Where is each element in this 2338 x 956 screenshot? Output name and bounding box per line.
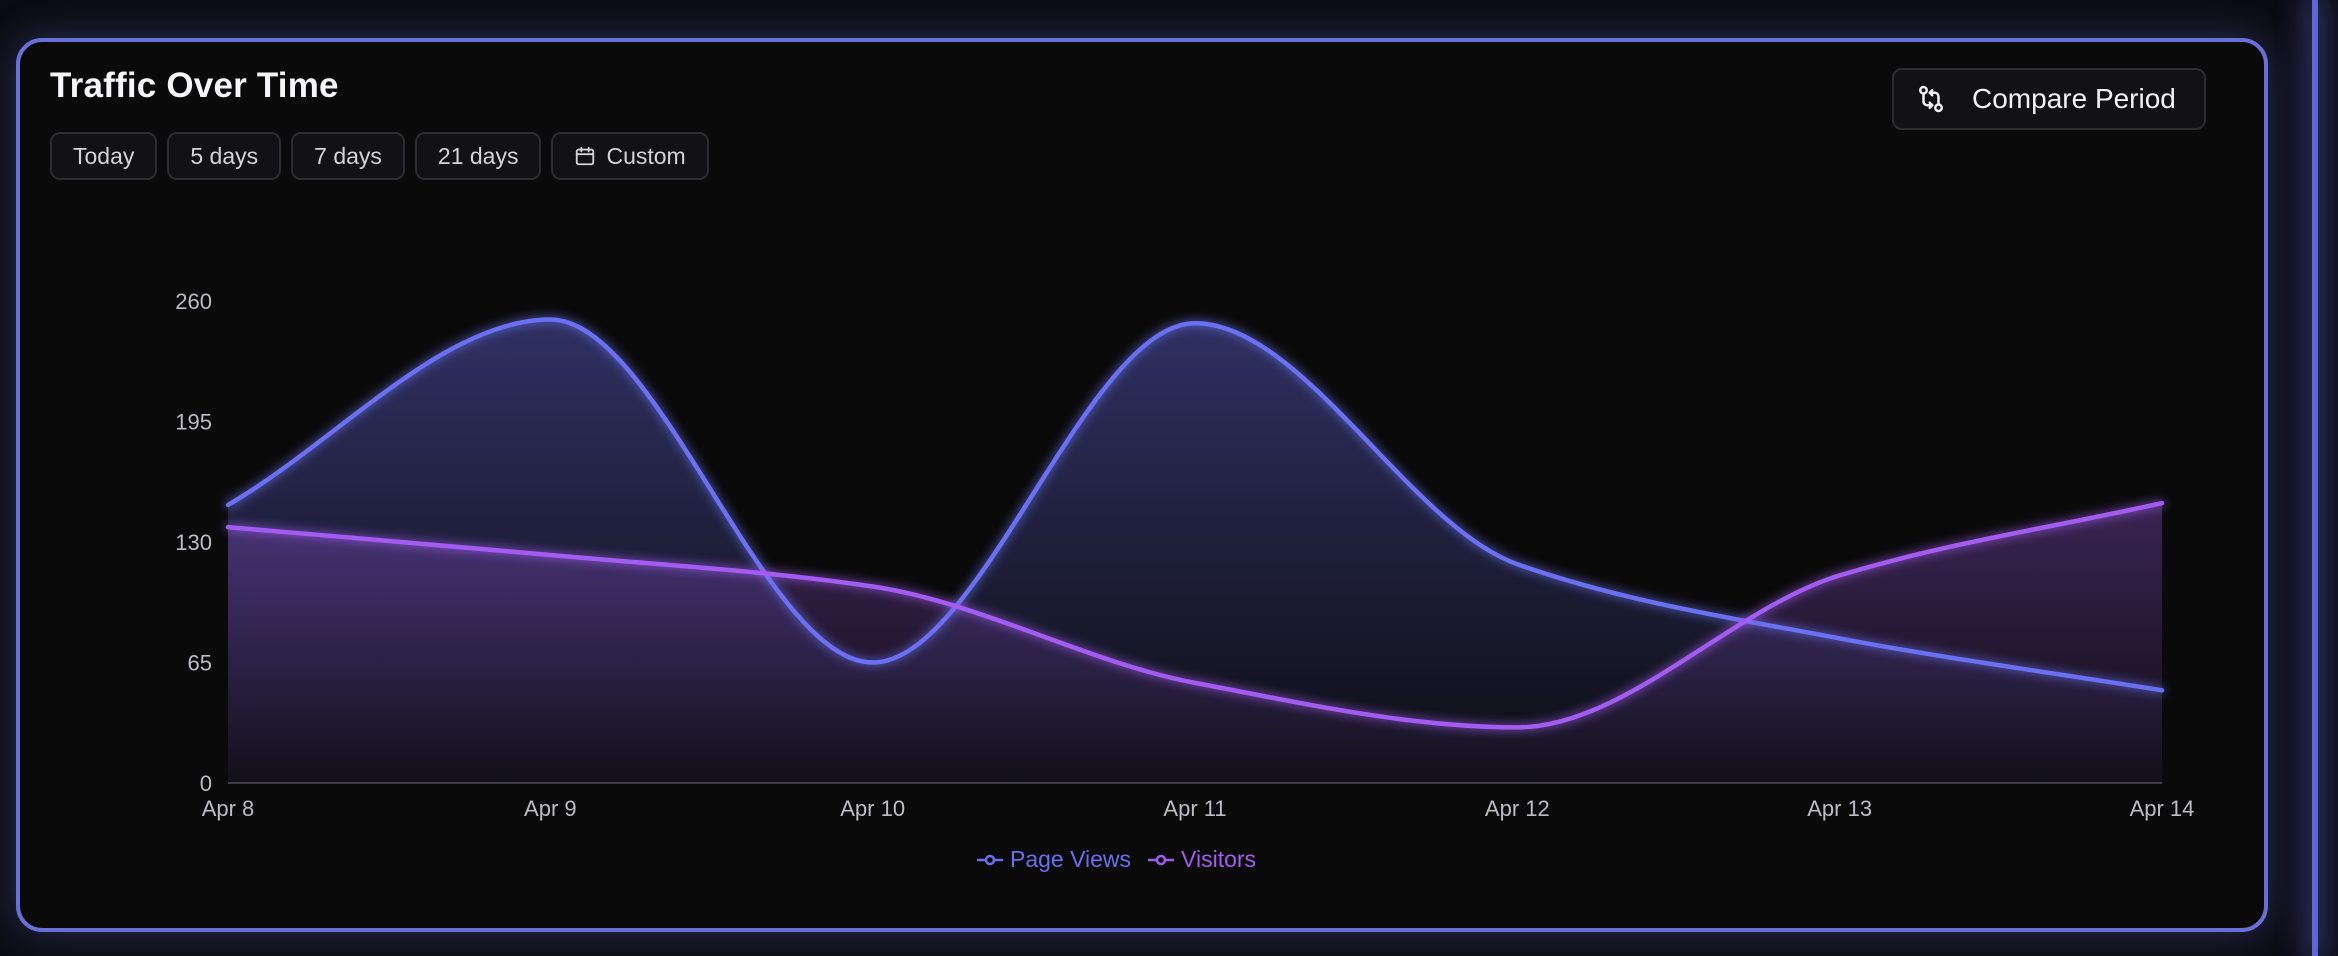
range-today-label: Today	[73, 142, 135, 169]
x-tick-label: Apr 10	[840, 796, 905, 821]
range-5-days-button[interactable]: 5 days	[167, 132, 282, 180]
range-7-days-button[interactable]: 7 days	[291, 132, 405, 180]
compare-period-button[interactable]: Compare Period	[1892, 68, 2206, 130]
chart-title: Traffic Over Time	[50, 66, 339, 105]
x-tick-label: Apr 12	[1485, 796, 1550, 821]
x-tick-label: Apr 8	[202, 796, 255, 821]
y-tick-label: 260	[175, 289, 212, 314]
git-compare-icon	[1919, 85, 1943, 113]
page-edge-accent	[2312, 0, 2318, 956]
y-tick-label: 195	[175, 410, 212, 435]
x-tick-label: Apr 11	[1163, 796, 1226, 821]
y-tick-label: 0	[200, 771, 212, 796]
range-7-days-label: 7 days	[314, 142, 382, 169]
area-visitors	[228, 503, 2162, 783]
x-tick-label: Apr 13	[1807, 796, 1872, 821]
calendar-icon	[576, 146, 595, 166]
series-line-visitors	[225, 500, 2165, 730]
compare-period-label: Compare Period	[1972, 83, 2176, 114]
range-21-days-button[interactable]: 21 days	[414, 132, 542, 180]
y-tick-label: 65	[188, 651, 212, 676]
range-21-days-label: 21 days	[437, 142, 519, 169]
x-tick-label: Apr 9	[524, 796, 577, 821]
legend-item-page-views[interactable]: Page Views	[976, 846, 1131, 873]
legend-line-marker-icon	[977, 854, 1003, 865]
legend-label-visitors: Visitors	[1181, 846, 1257, 872]
legend-item-visitors[interactable]: Visitors	[1147, 846, 1256, 873]
legend-label-page-views: Page Views	[1010, 846, 1132, 872]
range-custom-label: Custom	[606, 142, 686, 169]
series-line-page-views	[225, 317, 2165, 693]
y-tick-label: 130	[175, 530, 212, 555]
range-selector: Today 5 days 7 days 21 days Custom	[50, 132, 709, 180]
range-today-button[interactable]: Today	[50, 132, 158, 180]
legend-line-marker-icon	[1148, 854, 1175, 865]
range-custom-button[interactable]: Custom	[551, 132, 709, 180]
chart-legend: Page Views Visitors	[976, 846, 1256, 873]
x-tick-label: Apr 14	[2130, 796, 2195, 821]
range-5-days-label: 5 days	[190, 142, 259, 169]
